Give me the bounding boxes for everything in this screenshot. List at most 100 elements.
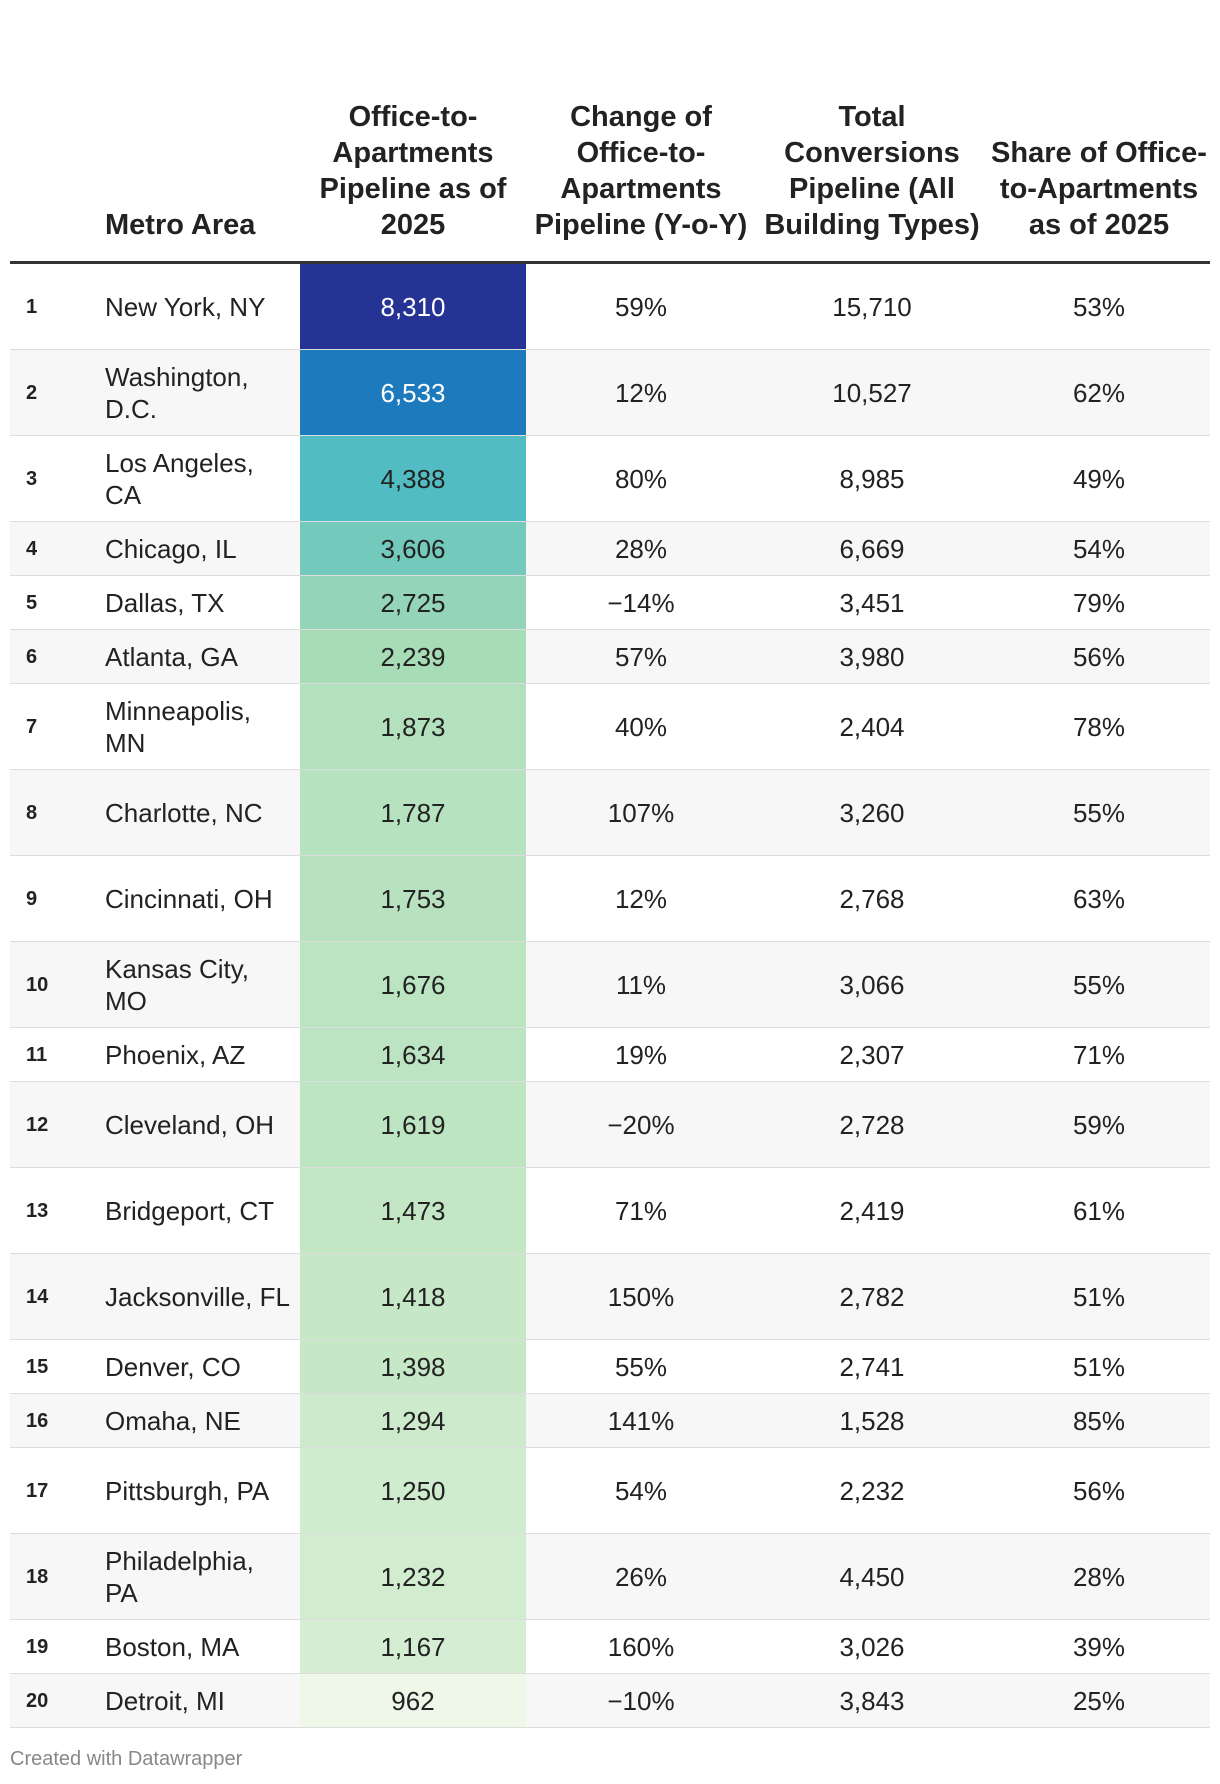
change-cell: 80%: [526, 435, 756, 522]
change-cell: 19%: [526, 1027, 756, 1082]
metro-cell: Atlanta, GA: [105, 629, 300, 684]
table-row: 11 Phoenix, AZ 1,634 19% 2,307 71%: [10, 1027, 1210, 1082]
total-cell: 2,307: [756, 1027, 988, 1082]
rank-cell: 4: [10, 521, 105, 576]
rank-cell: 3: [10, 435, 105, 522]
table-row: 5 Dallas, TX 2,725 −14% 3,451 79%: [10, 575, 1210, 630]
metro-name: New York, NY: [105, 291, 266, 322]
rank-cell: 19: [10, 1619, 105, 1674]
metro-cell: Dallas, TX: [105, 575, 300, 630]
share-cell: 54%: [988, 521, 1210, 576]
share-cell: 62%: [988, 349, 1210, 436]
table-row: 7 Minneapolis, MN 1,873 40% 2,404 78%: [10, 683, 1210, 770]
pipeline-cell: 6,533: [300, 349, 526, 436]
footer-credit[interactable]: Created with Datawrapper: [10, 1748, 243, 1770]
change-cell: 59%: [526, 262, 756, 350]
change-cell: 28%: [526, 521, 756, 576]
pipeline-cell: 3,606: [300, 521, 526, 576]
header-total-conversions[interactable]: Total Conversions Pipeline (All Building…: [756, 0, 988, 264]
pipeline-cell: 2,239: [300, 629, 526, 684]
metro-cell: Denver, CO: [105, 1339, 300, 1394]
metro-cell: Jacksonville, FL: [105, 1253, 300, 1340]
header-metro-area[interactable]: Metro Area: [105, 0, 300, 264]
metro-name: Cincinnati, OH: [105, 883, 273, 914]
table-row: 18 Philadelphia, PA 1,232 26% 4,450 28%: [10, 1533, 1210, 1620]
pipeline-cell: 1,676: [300, 941, 526, 1028]
pipeline-cell: 1,753: [300, 855, 526, 942]
table-row: 19 Boston, MA 1,167 160% 3,026 39%: [10, 1619, 1210, 1674]
total-cell: 2,419: [756, 1167, 988, 1254]
table-row: 6 Atlanta, GA 2,239 57% 3,980 56%: [10, 629, 1210, 684]
change-cell: 55%: [526, 1339, 756, 1394]
header-change-yoy[interactable]: Change of Office-to-Apartments Pipeline …: [526, 0, 756, 264]
metro-cell: Charlotte, NC: [105, 769, 300, 856]
metro-name: Minneapolis, MN: [105, 695, 251, 758]
share-cell: 49%: [988, 435, 1210, 522]
change-cell: 141%: [526, 1393, 756, 1448]
total-cell: 3,843: [756, 1673, 988, 1728]
table-row: 3 Los Angeles, CA 4,388 80% 8,985 49%: [10, 435, 1210, 522]
header-share-2025[interactable]: Share of Office-to-Apartments as of 2025: [988, 0, 1210, 264]
metro-cell: Cleveland, OH: [105, 1081, 300, 1168]
table-row: 15 Denver, CO 1,398 55% 2,741 51%: [10, 1339, 1210, 1394]
change-cell: 150%: [526, 1253, 756, 1340]
total-cell: 1,528: [756, 1393, 988, 1448]
metro-name: Boston, MA: [105, 1631, 240, 1662]
rank-cell: 1: [10, 262, 105, 350]
change-cell: 71%: [526, 1167, 756, 1254]
metro-cell: Cincinnati, OH: [105, 855, 300, 942]
metro-name: Phoenix, AZ: [105, 1039, 246, 1070]
share-cell: 55%: [988, 941, 1210, 1028]
metro-name: Cleveland, OH: [105, 1109, 275, 1140]
pipeline-cell: 1,250: [300, 1447, 526, 1534]
table-body: 1 New York, NY 8,310 59% 15,710 53% 2 Washingto…: [10, 262, 1210, 1728]
change-cell: 11%: [526, 941, 756, 1028]
pipeline-cell: 1,398: [300, 1339, 526, 1394]
total-cell: 3,260: [756, 769, 988, 856]
total-cell: 3,980: [756, 629, 988, 684]
share-cell: 53%: [988, 262, 1210, 350]
header-rank[interactable]: [10, 0, 105, 264]
total-cell: 3,451: [756, 575, 988, 630]
table-row: 9 Cincinnati, OH 1,753 12% 2,768 63%: [10, 855, 1210, 942]
metro-name: Dallas, TX: [105, 587, 225, 618]
change-cell: 12%: [526, 349, 756, 436]
share-cell: 78%: [988, 683, 1210, 770]
metro-cell: New York, NY: [105, 262, 300, 350]
share-cell: 61%: [988, 1167, 1210, 1254]
metro-name: Pittsburgh, PA: [105, 1475, 270, 1506]
share-cell: 39%: [988, 1619, 1210, 1674]
rank-cell: 7: [10, 683, 105, 770]
change-cell: 57%: [526, 629, 756, 684]
total-cell: 2,728: [756, 1081, 988, 1168]
metro-name: Philadelphia, PA: [105, 1545, 254, 1608]
rank-cell: 8: [10, 769, 105, 856]
total-cell: 2,741: [756, 1339, 988, 1394]
rank-cell: 18: [10, 1533, 105, 1620]
rank-cell: 13: [10, 1167, 105, 1254]
pipeline-cell: 962: [300, 1673, 526, 1728]
table-row: 1 New York, NY 8,310 59% 15,710 53%: [10, 262, 1210, 350]
table-row: 2 Washington, D.C. 6,533 12% 10,527 62%: [10, 349, 1210, 436]
share-cell: 25%: [988, 1673, 1210, 1728]
pipeline-cell: 2,725: [300, 575, 526, 630]
total-cell: 2,782: [756, 1253, 988, 1340]
change-cell: 26%: [526, 1533, 756, 1620]
rank-cell: 14: [10, 1253, 105, 1340]
metro-cell: Phoenix, AZ: [105, 1027, 300, 1082]
table-row: 4 Chicago, IL 3,606 28% 6,669 54%: [10, 521, 1210, 576]
total-cell: 8,985: [756, 435, 988, 522]
metro-name: Atlanta, GA: [105, 641, 238, 672]
total-cell: 4,450: [756, 1533, 988, 1620]
change-cell: 54%: [526, 1447, 756, 1534]
share-cell: 59%: [988, 1081, 1210, 1168]
data-table-container: Metro Area Office-to-Apartments Pipeline…: [10, 0, 1210, 1728]
pipeline-cell: 1,619: [300, 1081, 526, 1168]
pipeline-cell: 1,418: [300, 1253, 526, 1340]
share-cell: 55%: [988, 769, 1210, 856]
header-pipeline-2025[interactable]: Office-to-Apartments Pipeline as of 2025: [300, 0, 526, 264]
table-row: 10 Kansas City, MO 1,676 11% 3,066 55%: [10, 941, 1210, 1028]
rank-cell: 16: [10, 1393, 105, 1448]
total-cell: 2,232: [756, 1447, 988, 1534]
metro-cell: Pittsburgh, PA: [105, 1447, 300, 1534]
